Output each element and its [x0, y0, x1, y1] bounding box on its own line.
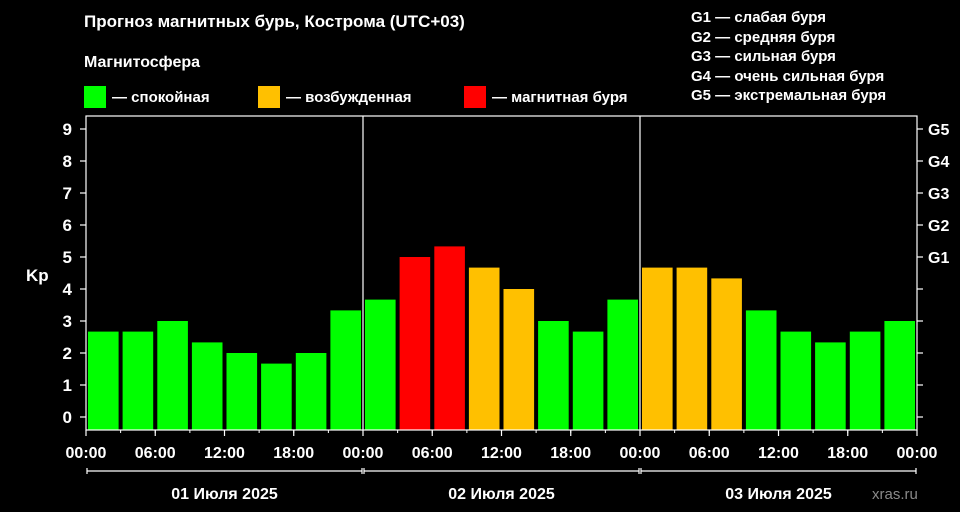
bar [191, 342, 223, 430]
legend-item-storm: — магнитная буря [464, 86, 628, 108]
x-tick-label: 12:00 [204, 445, 245, 462]
day-bracket [640, 468, 917, 474]
legend-item-quiet: — спокойная [84, 86, 210, 108]
y-tick-label: 7 [63, 184, 72, 203]
x-tick-label: 18:00 [827, 445, 868, 462]
legend-item-active: — возбужденная [258, 86, 412, 108]
x-tick-label: 00:00 [897, 445, 938, 462]
day-label: 03 Июля 2025 [725, 486, 832, 503]
y-tick-label: 9 [63, 120, 72, 139]
x-tick-label: 06:00 [412, 445, 453, 462]
g-level-label: G4 [928, 154, 949, 171]
storm-level-g3: G3 — сильная буря [691, 48, 836, 65]
legend-label-active: — возбужденная [286, 88, 412, 106]
bar [538, 321, 569, 430]
bar [607, 299, 638, 430]
bar [468, 267, 500, 430]
bar [330, 310, 361, 430]
bar [676, 267, 708, 430]
bar [122, 331, 154, 430]
g-level-label: G1 [928, 250, 949, 267]
bar [157, 321, 188, 430]
bar [711, 278, 742, 430]
bar [365, 299, 396, 430]
x-tick-label: 06:00 [135, 445, 176, 462]
legend-title: Магнитосфера [84, 54, 201, 71]
x-tick-label: 00:00 [620, 445, 661, 462]
bar [815, 342, 846, 430]
g-level-label: G2 [928, 218, 949, 235]
y-axis-label: Kp [26, 266, 49, 285]
y-tick-label: 5 [63, 248, 72, 267]
x-tick-label: 00:00 [343, 445, 384, 462]
bar [884, 321, 915, 430]
storm-level-g1: G1 — слабая буря [691, 9, 827, 26]
day-bracket [86, 468, 363, 474]
watermark: xras.ru [872, 486, 918, 503]
y-tick-label: 3 [63, 312, 72, 331]
bar [780, 331, 812, 430]
bar [572, 331, 604, 430]
bar [88, 331, 119, 430]
bar [399, 257, 431, 430]
y-tick-label: 0 [63, 408, 72, 427]
bar [849, 331, 881, 430]
g-level-label: G5 [928, 122, 949, 139]
day-label: 02 Июля 2025 [448, 486, 555, 503]
legend-label-storm: — магнитная буря [492, 88, 628, 106]
legend-swatch-quiet [84, 86, 106, 108]
bar [745, 310, 777, 430]
bar [261, 363, 292, 430]
x-tick-label: 18:00 [550, 445, 591, 462]
y-tick-label: 8 [63, 152, 72, 171]
storm-level-g5: G5 — экстремальная буря [691, 87, 887, 104]
storm-level-list: G1 — слабая буря G2 — средняя буря G3 — … [691, 8, 886, 106]
bar [434, 246, 465, 430]
y-tick-label: 2 [63, 344, 72, 363]
legend-label-quiet: — спокойная [112, 88, 210, 106]
x-tick-label: 12:00 [481, 445, 522, 462]
day-bracket [363, 468, 640, 474]
x-tick-label: 00:00 [66, 445, 107, 462]
x-tick-label: 06:00 [689, 445, 730, 462]
day-label: 01 Июля 2025 [171, 486, 278, 503]
bar [642, 267, 673, 430]
bar [226, 353, 258, 430]
y-tick-label: 1 [63, 376, 72, 395]
x-tick-label: 12:00 [758, 445, 799, 462]
chart-title: Прогноз магнитных бурь, Кострома (UTC+03… [84, 12, 465, 31]
y-tick-label: 4 [63, 280, 73, 299]
storm-level-g4: G4 — очень сильная буря [691, 67, 885, 85]
storm-level-g2: G2 — средняя буря [691, 28, 836, 46]
y-tick-label: 6 [63, 216, 72, 235]
x-tick-label: 18:00 [273, 445, 314, 462]
legend-swatch-active [258, 86, 280, 108]
g-level-label: G3 [928, 186, 949, 203]
bar [503, 289, 535, 430]
legend-swatch-storm [464, 86, 486, 108]
bar [295, 353, 327, 430]
